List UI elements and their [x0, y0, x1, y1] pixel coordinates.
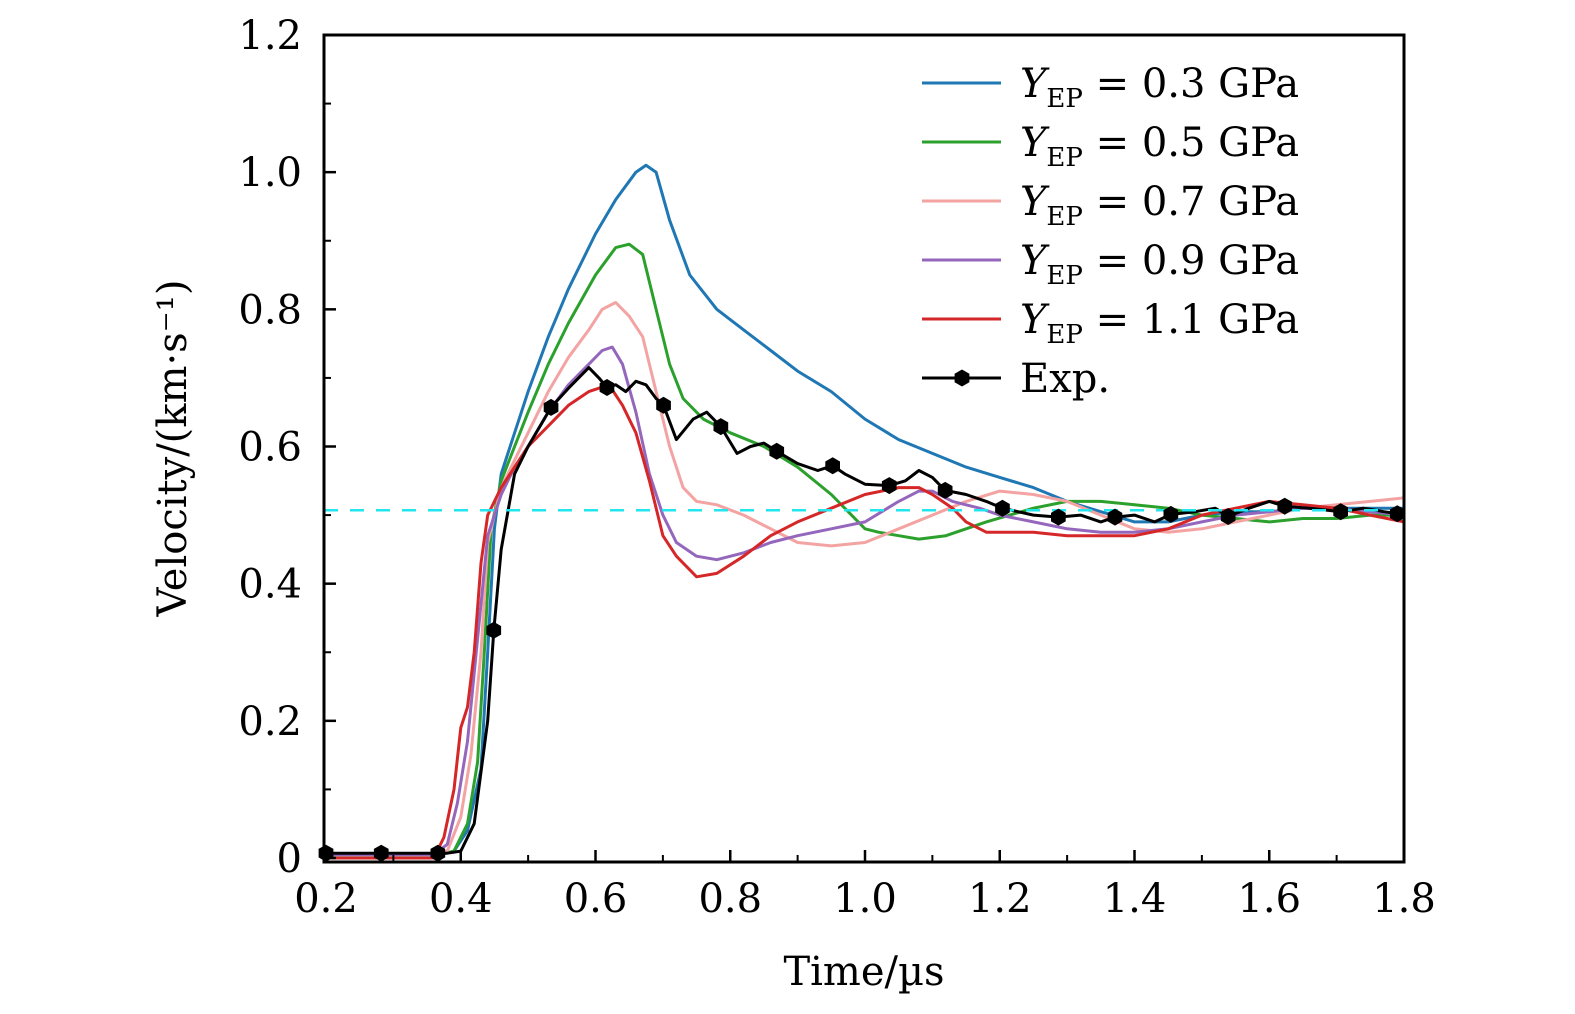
legend-item: YEP = 0.3 GPa [922, 61, 1299, 114]
legend-label: YEP = 0.3 GPa [1020, 61, 1299, 114]
y-tick-label: 0.8 [238, 287, 302, 333]
exp-marker [769, 442, 785, 460]
x-tick-label: 0.6 [564, 876, 628, 922]
y-tick-label: 0.4 [238, 562, 302, 608]
marker-layer [318, 379, 1405, 862]
legend-item: YEP = 0.9 GPa [922, 238, 1299, 291]
x-axis-title: Time/µs [783, 949, 944, 995]
exp-marker [1333, 503, 1348, 521]
exp-marker [430, 844, 446, 862]
x-tick-label: 1.4 [1103, 876, 1167, 922]
exp-marker [1163, 505, 1179, 523]
legend-item: Exp. [922, 356, 1110, 402]
y-axis-title: Velocity/(km·s⁻¹) [150, 280, 196, 618]
y-tick-label: 0.6 [238, 425, 302, 471]
legend-label: YEP = 0.5 GPa [1020, 120, 1299, 173]
exp-marker [599, 379, 615, 396]
series-line-yep-4 [326, 383, 1404, 860]
x-axis: 0.2 0.4 0.6 0.8 1.0 1.2 1.4 1.6 1.8 [294, 850, 1436, 922]
exp-marker [486, 621, 502, 639]
legend-item: YEP = 0.7 GPa [922, 179, 1299, 232]
exp-marker [825, 457, 840, 475]
x-tick-label: 1.6 [1237, 876, 1301, 922]
x-tick-label: 1.0 [833, 876, 897, 922]
x-tick-label: 0.8 [698, 876, 762, 922]
legend: YEP = 0.3 GPa YEP = 0.5 GPa YEP = 0.7 GPa Y… [922, 61, 1299, 402]
exp-marker [656, 396, 671, 414]
exp-marker [995, 499, 1010, 517]
x-tick-label: 0.4 [429, 876, 493, 922]
y-tick-label: 1.2 [238, 13, 302, 59]
exp-marker [881, 477, 897, 495]
legend-label: YEP = 0.7 GPa [1020, 179, 1299, 232]
exp-marker [543, 398, 559, 416]
exp-marker [1277, 497, 1293, 515]
exp-marker [373, 844, 389, 862]
exp-marker [713, 418, 729, 436]
legend-item: YEP = 0.5 GPa [922, 120, 1299, 173]
exp-marker [1389, 505, 1405, 523]
legend-label: YEP = 1.1 GPa [1020, 297, 1299, 350]
x-tick-label: 1.2 [968, 876, 1032, 922]
y-tick-label: 0 [277, 836, 302, 882]
exp-marker [1107, 508, 1123, 526]
exp-marker [1220, 508, 1236, 525]
y-tick-label: 1.0 [238, 150, 302, 196]
legend-item: YEP = 1.1 GPa [922, 297, 1299, 350]
x-tick-label: 1.8 [1372, 876, 1436, 922]
legend-label: YEP = 0.9 GPa [1020, 238, 1299, 291]
x-tick-label: 0.2 [294, 876, 358, 922]
exp-marker [1051, 508, 1066, 526]
y-axis: 0 0.2 0.4 0.6 0.8 1.0 1.2 [238, 13, 336, 882]
exp-marker [937, 481, 953, 499]
legend-marker [954, 369, 970, 387]
y-tick-label: 0.2 [238, 699, 302, 745]
legend-label: Exp. [1020, 356, 1110, 402]
